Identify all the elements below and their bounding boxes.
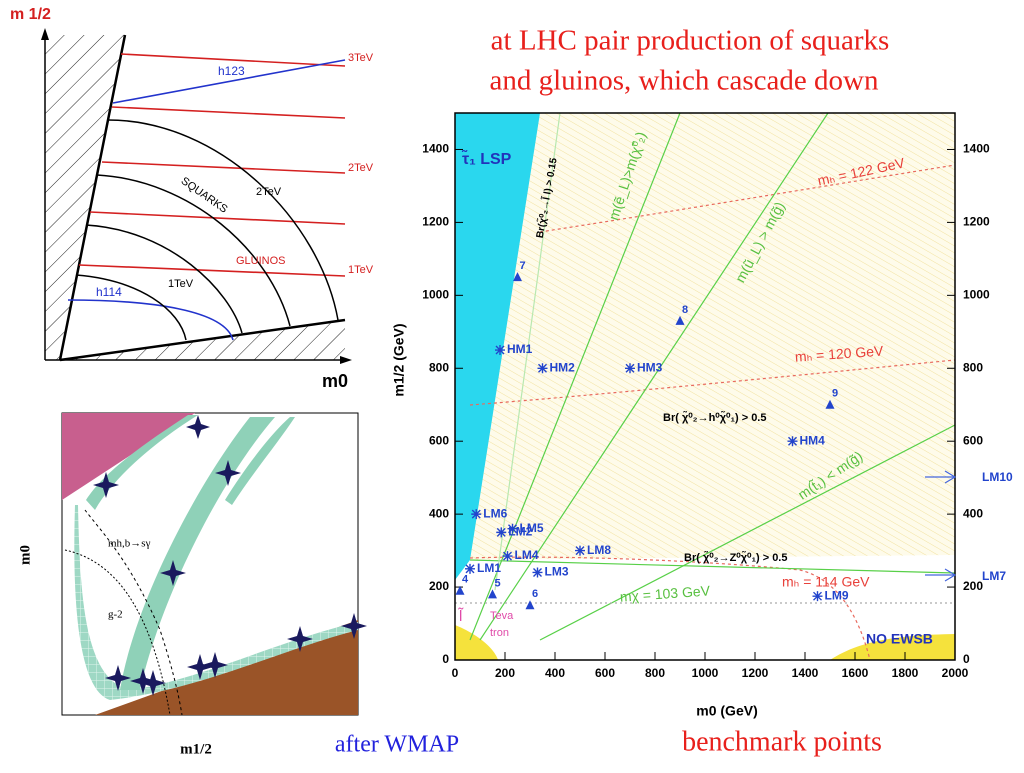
point-label: LM6 [483, 506, 507, 520]
y-tick-label: 400 [429, 506, 449, 520]
y-tick-label: 1200 [963, 215, 990, 229]
x-tick-label: 1200 [742, 666, 769, 680]
annotation: NO EWSB [866, 631, 933, 647]
benchmark-star [495, 345, 505, 356]
y-tick-label: 0 [963, 652, 970, 666]
x-tick-label: 400 [545, 666, 565, 680]
y-tick-label: 200 [429, 579, 449, 593]
y-tick-label: 1400 [422, 142, 449, 156]
point-label: 9 [832, 388, 838, 400]
off-scale-label: LM10 [982, 470, 1013, 484]
point-label: LM3 [545, 565, 569, 579]
label: 1TeV [168, 278, 194, 290]
benchmark-triangle [455, 585, 465, 595]
benchmark-triangle [675, 315, 685, 325]
point-label: LM5 [520, 521, 544, 535]
x-tick-label: 1000 [692, 666, 719, 680]
annotation: mₕ = 120 GeV [794, 343, 884, 365]
y-tick-label: 400 [963, 506, 983, 520]
x-tick-label: 600 [595, 666, 615, 680]
annotation: τ̃₁ LSP [461, 148, 512, 168]
off-scale-label: LM7 [982, 569, 1006, 583]
axis-label: m 1/2 [10, 6, 51, 23]
y-tick-label: 200 [963, 579, 983, 593]
y-tick-label: 600 [963, 433, 983, 447]
benchmark-star [787, 436, 798, 447]
point-label: 6 [532, 588, 538, 600]
point-label: LM1 [477, 561, 501, 575]
point-label: 4 [462, 574, 469, 586]
point-label: 7 [520, 260, 526, 272]
benchmark-triangle [825, 399, 835, 409]
x-tick-label: 0 [452, 666, 459, 680]
point-label: HM2 [550, 360, 576, 374]
benchmark-triangle [513, 272, 522, 282]
caption: benchmark points [682, 726, 882, 757]
annotation: l̃ [457, 607, 464, 625]
benchmark-star [812, 591, 823, 602]
point-label: LM4 [515, 548, 539, 562]
benchmark-star [507, 523, 518, 534]
annotation: mₕ = 114 GeV [782, 574, 870, 590]
label: SQUARKS [179, 175, 230, 216]
label: h123 [218, 64, 245, 78]
point-label: HM1 [507, 342, 533, 356]
annotation: Br( χ̃⁰₂→Z⁰χ̃⁰₁) > 0.5 [684, 551, 788, 564]
y-tick-label: 600 [429, 433, 449, 447]
label: mh,b→sγ [108, 538, 151, 550]
point-label: 8 [682, 304, 688, 316]
label: g-2 [108, 609, 123, 621]
benchmark-star [575, 545, 585, 556]
x-tick-label: 200 [495, 666, 515, 680]
annotation: Teva [490, 610, 514, 622]
caption: after WMAP [335, 732, 459, 758]
axis-label: m0 [322, 371, 348, 391]
point-label: 5 [495, 577, 501, 589]
x-axis-label: m0 (GeV) [696, 703, 757, 719]
label: 3TeV [348, 52, 374, 64]
title-line: at LHC pair production of squarks [491, 25, 890, 57]
axis-label: m1/2 [180, 741, 212, 757]
label: 2TeV [256, 186, 282, 198]
point-label: LM8 [587, 543, 611, 557]
x-tick-label: 1400 [792, 666, 819, 680]
label: GLUINOS [236, 255, 286, 267]
label: 1TeV [348, 264, 374, 276]
benchmark-star [537, 363, 548, 374]
point-label: LM9 [825, 588, 849, 602]
y-tick-label: 1000 [422, 288, 449, 302]
y-tick-label: 0 [442, 652, 449, 666]
y-tick-label: 800 [963, 360, 983, 374]
annotation: Br( χ̃⁰₂→h⁰χ̃⁰₁) > 0.5 [663, 411, 767, 424]
title-line: and gluinos, which cascade down [490, 65, 879, 97]
benchmark-triangle [525, 600, 535, 610]
x-tick-label: 1800 [892, 666, 919, 680]
x-tick-label: 800 [645, 666, 665, 680]
y-tick-label: 1000 [963, 288, 990, 302]
benchmark-triangle [488, 589, 497, 599]
benchmark-star [532, 567, 543, 578]
point-label: HM4 [800, 433, 826, 447]
y-axis-label: m1/2 (GeV) [391, 323, 407, 396]
main-plot [454, 112, 957, 661]
point-label: HM3 [637, 360, 663, 374]
benchmark-star [496, 527, 507, 538]
wmap-plot: mh,b→sγ g-2 m0 m1/2 [17, 412, 367, 757]
benchmark-star [465, 563, 475, 574]
y-tick-label: 1400 [963, 142, 990, 156]
sketch: m 1/2 m0 3TeV 2TeV 1TeV 2TeV 1TeV h123 h… [10, 6, 374, 391]
y-tick-label: 1200 [422, 215, 449, 229]
y-tick-label: 800 [429, 360, 449, 374]
annotation: mχ = 103 GeV [619, 582, 711, 604]
benchmark-star [502, 551, 513, 562]
x-tick-label: 1600 [842, 666, 869, 680]
benchmark-star [625, 363, 635, 374]
annotation: tron [490, 627, 509, 639]
label: 2TeV [348, 162, 374, 174]
axis-label: m0 [17, 545, 33, 565]
label: h114 [96, 285, 122, 299]
benchmark-star [471, 509, 482, 520]
x-tick-label: 2000 [942, 666, 969, 680]
